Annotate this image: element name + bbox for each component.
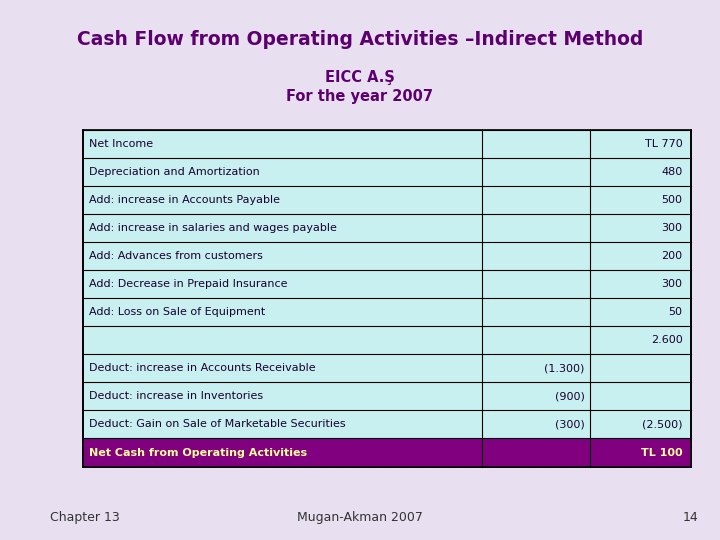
Text: TL 770: TL 770 bbox=[645, 139, 683, 148]
Text: Add: Decrease in Prepaid Insurance: Add: Decrease in Prepaid Insurance bbox=[89, 279, 287, 289]
Text: (900): (900) bbox=[555, 392, 585, 401]
Text: 480: 480 bbox=[661, 167, 683, 177]
FancyBboxPatch shape bbox=[83, 130, 691, 467]
Text: 14: 14 bbox=[683, 511, 698, 524]
Text: Add: Loss on Sale of Equipment: Add: Loss on Sale of Equipment bbox=[89, 307, 265, 317]
Text: 200: 200 bbox=[662, 251, 683, 261]
Text: For the year 2007: For the year 2007 bbox=[287, 89, 433, 104]
Text: EICC A.Ş: EICC A.Ş bbox=[325, 70, 395, 85]
Text: Depreciation and Amortization: Depreciation and Amortization bbox=[89, 167, 259, 177]
Text: 500: 500 bbox=[662, 195, 683, 205]
Text: 50: 50 bbox=[669, 307, 683, 317]
Text: TL 100: TL 100 bbox=[641, 448, 683, 457]
Text: Add: increase in Accounts Payable: Add: increase in Accounts Payable bbox=[89, 195, 279, 205]
Text: (2.500): (2.500) bbox=[642, 420, 683, 429]
FancyBboxPatch shape bbox=[83, 438, 691, 467]
Text: (300): (300) bbox=[555, 420, 585, 429]
Text: 300: 300 bbox=[662, 279, 683, 289]
Text: 2.600: 2.600 bbox=[651, 335, 683, 345]
Text: 300: 300 bbox=[662, 223, 683, 233]
Text: Cash Flow from Operating Activities –Indirect Method: Cash Flow from Operating Activities –Ind… bbox=[77, 30, 643, 49]
Text: (1.300): (1.300) bbox=[544, 363, 585, 373]
Text: Add: Advances from customers: Add: Advances from customers bbox=[89, 251, 262, 261]
Text: Net Cash from Operating Activities: Net Cash from Operating Activities bbox=[89, 448, 307, 457]
Text: Deduct: Gain on Sale of Marketable Securities: Deduct: Gain on Sale of Marketable Secur… bbox=[89, 420, 345, 429]
Text: Deduct: increase in Inventories: Deduct: increase in Inventories bbox=[89, 392, 263, 401]
Text: Deduct: increase in Accounts Receivable: Deduct: increase in Accounts Receivable bbox=[89, 363, 315, 373]
Text: Add: increase in salaries and wages payable: Add: increase in salaries and wages paya… bbox=[89, 223, 336, 233]
Text: Mugan-Akman 2007: Mugan-Akman 2007 bbox=[297, 511, 423, 524]
Text: Net Income: Net Income bbox=[89, 139, 153, 148]
Text: Chapter 13: Chapter 13 bbox=[50, 511, 120, 524]
